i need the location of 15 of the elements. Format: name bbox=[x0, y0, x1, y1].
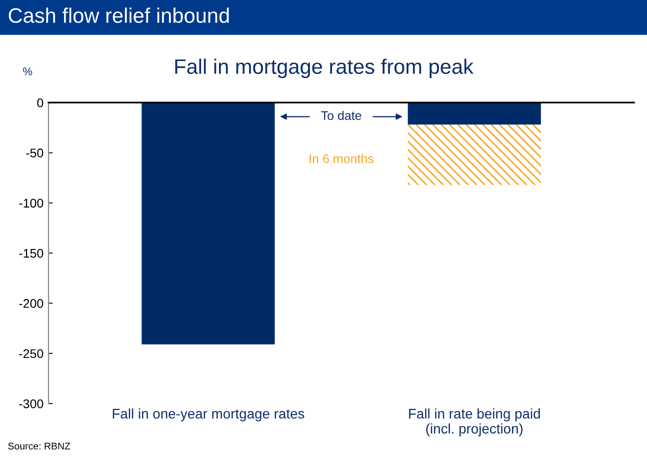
x-tick-label: Fall in one-year mortgage rates bbox=[112, 408, 304, 422]
y-axis-title: % bbox=[23, 68, 32, 76]
chart-title: Cash flow relief inbound bbox=[8, 8, 229, 23]
y-tick-label: -300 bbox=[19, 399, 44, 408]
legend-label: To date bbox=[321, 110, 362, 120]
chart-subtitle: Fall in mortgage rates from peak bbox=[175, 58, 474, 78]
text: In 6 months bbox=[310, 154, 374, 164]
y-tick-label: 0 bbox=[37, 98, 44, 108]
y-tick-label: -200 bbox=[19, 299, 44, 308]
x-tick-label: Fall in rate being paid (incl. projection) bbox=[409, 408, 540, 436]
y-tick-label: -50 bbox=[26, 148, 44, 158]
source-note: Source: RBNZ bbox=[8, 442, 70, 450]
y-tick-label: -100 bbox=[19, 198, 44, 208]
y-tick-label: -250 bbox=[19, 349, 44, 358]
y-tick-label: -150 bbox=[19, 248, 44, 258]
